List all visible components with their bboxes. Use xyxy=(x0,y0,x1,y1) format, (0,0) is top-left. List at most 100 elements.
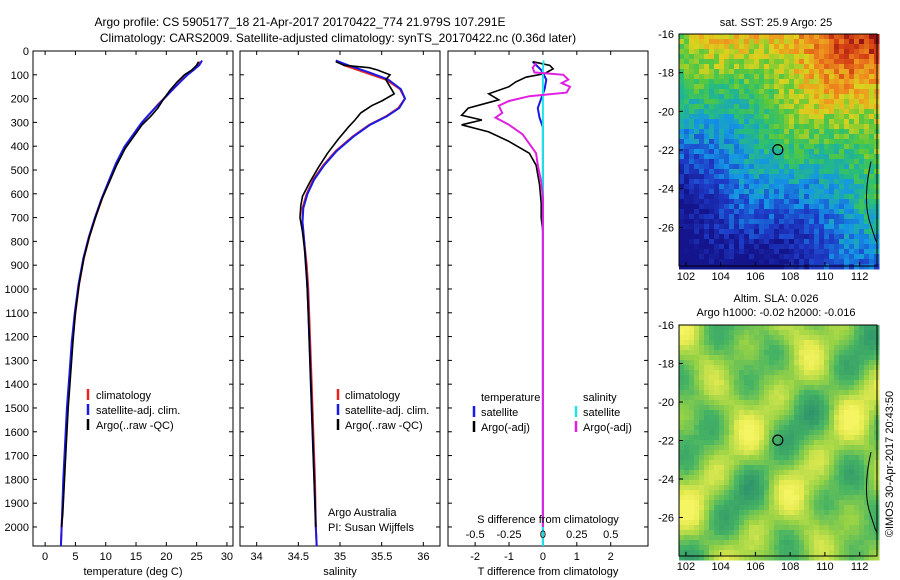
heatmap-cell xyxy=(719,365,725,371)
heatmap-cell xyxy=(759,370,765,376)
heatmap-cell xyxy=(724,415,730,421)
heatmap-cell xyxy=(819,129,825,135)
heatmap-cell xyxy=(814,254,820,260)
heatmap-cell xyxy=(739,400,745,406)
heatmap-cell xyxy=(799,69,805,75)
heatmap-cell xyxy=(854,59,860,65)
heatmap-cell xyxy=(794,515,800,521)
heatmap-cell xyxy=(719,420,725,426)
heatmap-cell xyxy=(799,209,805,215)
heatmap-cell xyxy=(809,174,815,180)
legend-label: Argo(..raw -QC) xyxy=(345,420,423,432)
heatmap-cell xyxy=(789,480,795,486)
heatmap-cell xyxy=(859,465,865,471)
heatmap-cell xyxy=(784,460,790,466)
heatmap-cell xyxy=(749,460,755,466)
heatmap-cell xyxy=(844,420,850,426)
heatmap-cell xyxy=(719,410,725,416)
heatmap-cell xyxy=(774,545,780,551)
heatmap-cell xyxy=(734,540,740,546)
heatmap-cell xyxy=(729,370,735,376)
heatmap-cell xyxy=(709,214,715,220)
heatmap-cell xyxy=(734,179,740,185)
heatmap-cell xyxy=(799,365,805,371)
heatmap-cell xyxy=(864,555,870,561)
heatmap-cell xyxy=(789,365,795,371)
heatmap-cell xyxy=(849,435,855,441)
heatmap-cell xyxy=(794,234,800,240)
heatmap-cell xyxy=(679,164,685,170)
heatmap-cell xyxy=(724,550,730,556)
title-line-2: Climatology: CARS2009. Satellite-adjuste… xyxy=(100,31,576,45)
heatmap-cell xyxy=(704,104,710,110)
heatmap-cell xyxy=(854,139,860,145)
heatmap-cell xyxy=(814,345,820,351)
heatmap-cell xyxy=(784,425,790,431)
heatmap-cell xyxy=(829,39,835,45)
heatmap-cell xyxy=(859,440,865,446)
heatmap-cell xyxy=(849,94,855,100)
heatmap-cell xyxy=(864,214,870,220)
heatmap-cell xyxy=(679,244,685,250)
heatmap-cell xyxy=(759,174,765,180)
heatmap-cell xyxy=(679,189,685,195)
heatmap-cell xyxy=(814,164,820,170)
heatmap-cell xyxy=(814,124,820,130)
heatmap-cell xyxy=(824,44,830,50)
heatmap-cell xyxy=(834,550,840,556)
heatmap-cell xyxy=(719,174,725,180)
heatmap-cell xyxy=(764,355,770,361)
heatmap-cell xyxy=(779,59,785,65)
heatmap-cell xyxy=(824,39,830,45)
heatmap-cell xyxy=(819,490,825,496)
heatmap-cell xyxy=(834,59,840,65)
heatmap-cell xyxy=(804,550,810,556)
heatmap-cell xyxy=(854,224,860,230)
heatmap-cell xyxy=(714,54,720,60)
y-tick-label: 400 xyxy=(11,141,29,153)
heatmap-cell xyxy=(714,445,720,451)
heatmap-cell xyxy=(844,194,850,200)
heatmap-cell xyxy=(774,445,780,451)
heatmap-cell xyxy=(774,209,780,215)
heatmap-cell xyxy=(799,149,805,155)
heatmap-cell xyxy=(829,545,835,551)
heatmap-cell xyxy=(694,124,700,130)
heatmap-cell xyxy=(764,224,770,230)
heatmap-cell xyxy=(814,475,820,481)
heatmap-cell xyxy=(744,159,750,165)
heatmap-cell xyxy=(814,194,820,200)
heatmap-cell xyxy=(784,69,790,75)
heatmap-cell xyxy=(744,520,750,526)
heatmap-cell xyxy=(769,355,775,361)
heatmap-cell xyxy=(799,520,805,526)
heatmap-cell xyxy=(769,169,775,175)
heatmap-cell xyxy=(774,400,780,406)
heatmap-cell xyxy=(794,465,800,471)
heatmap-cell xyxy=(724,39,730,45)
heatmap-cell xyxy=(734,475,740,481)
heatmap-cell xyxy=(759,430,765,436)
heatmap-cell xyxy=(874,264,880,270)
heatmap-cell xyxy=(824,540,830,546)
heatmap-cell xyxy=(729,390,735,396)
heatmap-cell xyxy=(764,119,770,125)
heatmap-cell xyxy=(709,370,715,376)
heatmap-cell xyxy=(679,445,685,451)
heatmap-cell xyxy=(864,515,870,521)
heatmap-cell xyxy=(829,254,835,260)
heatmap-cell xyxy=(774,139,780,145)
heatmap-cell xyxy=(714,44,720,50)
heatmap-cell xyxy=(754,465,760,471)
heatmap-cell xyxy=(764,535,770,541)
heatmap-cell xyxy=(689,109,695,115)
heatmap-cell xyxy=(749,530,755,536)
heatmap-cell xyxy=(749,234,755,240)
heatmap-cell xyxy=(799,134,805,140)
heatmap-cell xyxy=(724,94,730,100)
heatmap-cell xyxy=(719,435,725,441)
heatmap-cell xyxy=(714,545,720,551)
heatmap-cell xyxy=(764,485,770,491)
heatmap-cell xyxy=(724,490,730,496)
heatmap-cell xyxy=(744,330,750,336)
